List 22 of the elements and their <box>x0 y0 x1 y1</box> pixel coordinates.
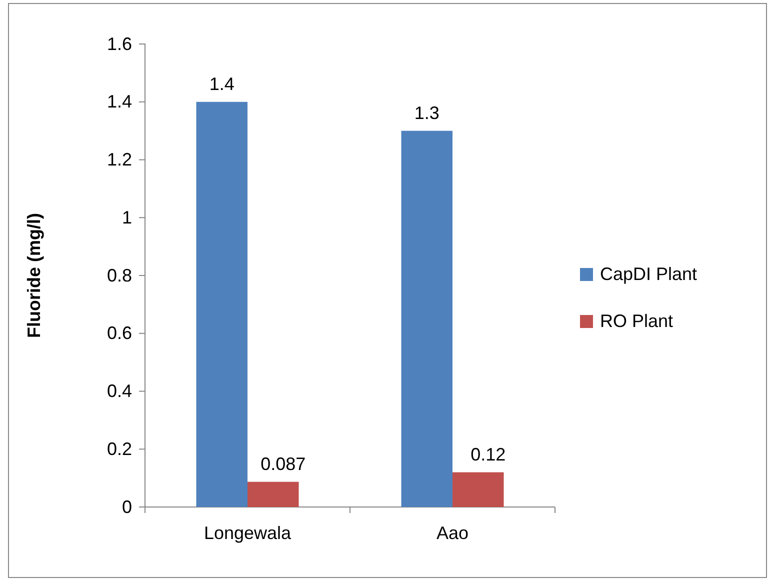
y-axis-title: Fluoride (mg/l) <box>24 213 44 338</box>
y-tick-label: 1.6 <box>106 34 132 54</box>
y-tick-label: 0.6 <box>106 323 132 344</box>
y-tick-label: 0 <box>122 496 132 517</box>
data-label: 1.3 <box>414 102 440 123</box>
bar <box>401 130 452 507</box>
x-tick-label: Longewala <box>204 522 292 543</box>
legend-label: RO Plant <box>600 311 674 331</box>
y-tick-label: 0.8 <box>106 265 132 286</box>
y-tick-label: 1.2 <box>106 150 132 170</box>
x-tick-label: Aao <box>436 522 469 543</box>
y-tick-label: 0.4 <box>106 381 132 402</box>
data-label: 0.087 <box>260 454 306 474</box>
bar <box>452 472 504 507</box>
y-tick-label: 1.4 <box>106 92 132 112</box>
bar <box>196 102 248 507</box>
data-label: 1.4 <box>209 74 234 94</box>
bar <box>248 482 299 507</box>
y-tick-label: 0.2 <box>106 438 132 459</box>
y-tick-label: 1 <box>122 207 132 228</box>
data-label: 0.12 <box>470 444 506 464</box>
legend-label: CapDI Plant <box>600 264 698 284</box>
